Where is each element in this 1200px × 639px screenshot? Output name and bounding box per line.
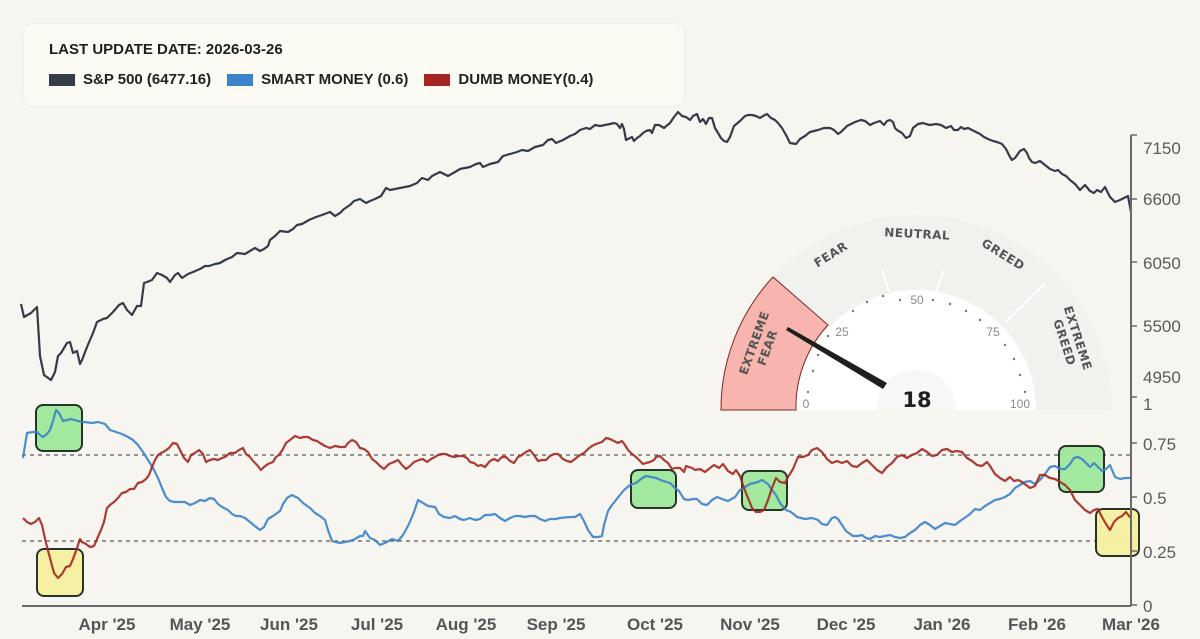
last-update-date: LAST UPDATE DATE: 2026-03-26 xyxy=(49,41,283,58)
y-tick-4950: 4950 xyxy=(1143,368,1181,387)
y-axis xyxy=(1130,134,1137,606)
gauge-tick-0: 0 xyxy=(803,397,810,411)
gauge-tick-50: 50 xyxy=(910,293,924,307)
x-tick-may-25: May '25 xyxy=(170,615,231,634)
y-tick-6050: 6050 xyxy=(1143,254,1181,273)
x-tick-sep-25: Sep '25 xyxy=(527,615,586,634)
x-tick-aug-25: Aug '25 xyxy=(436,615,497,634)
y-tick-0-25: 0.25 xyxy=(1143,543,1176,562)
x-tick-jul-25: Jul '25 xyxy=(351,615,403,634)
smart-money-line xyxy=(21,408,1131,547)
smart-money-swatch xyxy=(227,73,254,86)
smart-money-extreme-box xyxy=(35,404,83,452)
legend-label-dumb-money: DUMB MONEY(0.4) xyxy=(458,71,594,88)
legend-item-dumb-money[interactable]: DUMB MONEY(0.4) xyxy=(424,71,593,88)
gauge-value: 18 xyxy=(902,388,931,412)
legend-panel: LAST UPDATE DATE: 2026-03-26 S&P 500 (64… xyxy=(24,24,684,106)
x-tick-oct-25: Oct '25 xyxy=(627,615,683,634)
gauge-needle xyxy=(786,327,887,389)
dumb-money-line xyxy=(22,434,1132,580)
fear-greed-gauge: 0 25 50 75 100 EXTREMEFEAR FEAR NEUTRAL … xyxy=(720,215,1111,412)
x-tick-mar-26: Mar '26 xyxy=(1102,615,1160,634)
x-tick-dec-25: Dec '25 xyxy=(817,615,876,634)
gauge-tick-75: 75 xyxy=(986,325,1000,339)
y-tick-0-5: 0.5 xyxy=(1143,489,1167,508)
y-tick-7150: 7150 xyxy=(1143,139,1181,158)
legend-label-smart-money: SMART MONEY (0.6) xyxy=(261,71,409,88)
y-tick-0: 0 xyxy=(1143,597,1152,616)
legend-item-smart-money[interactable]: SMART MONEY (0.6) xyxy=(227,71,408,88)
x-tick-jun-25: Jun '25 xyxy=(260,615,318,634)
y-tick-0-75: 0.75 xyxy=(1143,435,1176,454)
y-tick-6600: 6600 xyxy=(1143,190,1181,209)
x-tick-jan-26: Jan '26 xyxy=(914,615,971,634)
sp500-line xyxy=(19,110,1133,382)
legend-item-sp500[interactable]: S&P 500 (6477.16) xyxy=(49,71,211,88)
y-tick-5500: 5500 xyxy=(1143,317,1181,336)
sp500-swatch xyxy=(49,73,75,86)
legend-label-sp500: S&P 500 (6477.16) xyxy=(83,71,212,88)
dumb-money-extreme-box xyxy=(36,548,84,597)
extreme-fear-segment xyxy=(720,276,829,411)
dumb-money-extreme-box xyxy=(1095,508,1140,557)
x-tick-nov-25: Nov '25 xyxy=(720,615,780,634)
smart-money-extreme-box xyxy=(630,469,677,509)
x-tick-apr-25: Apr '25 xyxy=(79,615,136,634)
legend-row: S&P 500 (6477.16) SMART MONEY (0.6) DUMB… xyxy=(49,71,599,88)
gauge-tick-100: 100 xyxy=(1010,397,1030,411)
x-tick-feb-26: Feb '26 xyxy=(1008,615,1066,634)
dumb-money-swatch xyxy=(424,73,451,86)
gauge-label-neutral: NEUTRAL xyxy=(884,225,950,242)
y-tick-1: 1 xyxy=(1143,395,1152,414)
gauge-tick-25: 25 xyxy=(835,325,849,339)
